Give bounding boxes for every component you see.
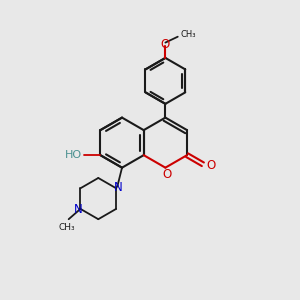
Text: CH₃: CH₃ [180, 30, 196, 39]
Text: O: O [160, 38, 170, 52]
Text: N: N [74, 203, 82, 216]
Text: N: N [114, 181, 123, 194]
Text: O: O [162, 168, 172, 181]
Text: O: O [206, 159, 216, 172]
Text: HO: HO [65, 150, 82, 160]
Text: CH₃: CH₃ [59, 223, 76, 232]
